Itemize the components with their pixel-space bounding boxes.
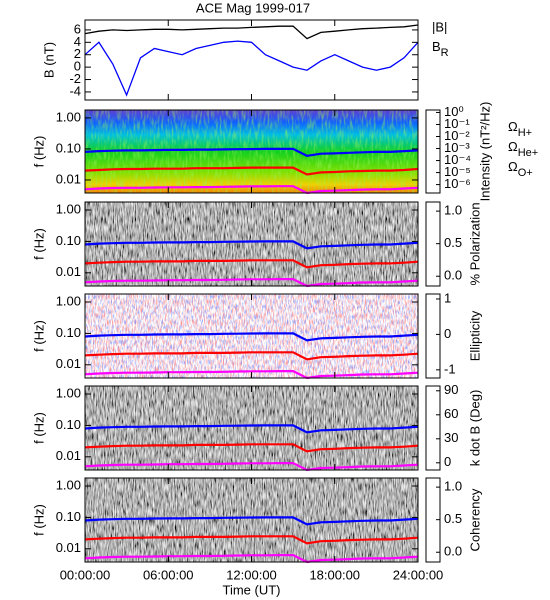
y-tick-label: 0.01: [56, 356, 81, 371]
colorbar-tick-label: 10⁻⁴: [444, 152, 471, 167]
colorbar-tick-label: 0.5: [444, 235, 462, 250]
colorbar-label: Coherency: [467, 488, 482, 551]
y-tick-label: 0.10: [56, 233, 81, 248]
colorbar-tick-label: 0: [444, 454, 451, 469]
legend-entry: BR: [432, 39, 449, 58]
legend-entry: ΩH+: [508, 119, 532, 138]
legend-entry: |B|: [432, 19, 447, 34]
y-tick-label: 1.00: [56, 385, 81, 400]
gyrofrequency-line: [84, 166, 419, 176]
y-tick-label: 0.10: [56, 140, 81, 155]
y-axis-label: f (Hz): [31, 320, 46, 352]
y-tick-label: -2: [69, 71, 81, 86]
x-tick-label: 24:00:00: [393, 567, 444, 582]
y-tick-label: 0.10: [56, 509, 81, 524]
x-tick-label: 06:00:00: [143, 567, 194, 582]
gyrofrequency-line: [84, 516, 419, 526]
y-tick-label: 4: [74, 34, 81, 49]
colorbar-tick-label: 1: [444, 290, 451, 305]
gyrofrequency-line: [84, 147, 419, 157]
y-tick-label: 1.00: [56, 109, 81, 124]
colorbar: [425, 385, 441, 471]
gyrofrequency-line: [84, 332, 419, 342]
colorbar: [425, 293, 441, 379]
gyrofrequency-line: [84, 185, 419, 195]
gyrofrequency-line: [84, 240, 419, 250]
y-tick-label: 6: [74, 21, 81, 36]
colorbar-label: k dot B (Deg): [467, 390, 482, 467]
colorbar-tick-label: 1.0: [444, 203, 462, 218]
colorbar-tick-label: 30: [444, 430, 458, 445]
colorbar-tick-label: 0.0: [444, 268, 462, 283]
x-tick-label: 12:00:00: [226, 567, 277, 582]
legend-entry: ΩHe+: [508, 139, 538, 158]
chart-title: ACE Mag 1999-017: [196, 0, 310, 15]
gyrofrequency-line: [84, 554, 419, 564]
colorbar-tick-label: 0: [444, 326, 451, 341]
colorbar-tick-label: 10⁻¹: [444, 116, 470, 131]
colorbar-label: % Polarization: [467, 202, 482, 285]
colorbar-tick-label: 10⁻³: [444, 140, 470, 155]
y-axis-label: f (Hz): [31, 136, 46, 168]
colorbar: [425, 109, 441, 194]
colorbar-label: Ellipticity: [467, 310, 482, 361]
colorbar-tick-label: 0.5: [444, 511, 462, 526]
y-axis-label: B (nT): [41, 42, 56, 78]
y-axis-label: f (Hz): [31, 228, 46, 260]
colorbar-tick-label: 10⁰: [444, 104, 464, 119]
y-tick-label: 0.10: [56, 325, 81, 340]
x-axis-label: Time (UT): [222, 582, 280, 597]
y-tick-label: -4: [69, 83, 81, 98]
colorbar-tick-label: 10⁻⁵: [444, 164, 471, 179]
x-tick-label: 00:00:00: [60, 567, 111, 582]
y-axis-label: f (Hz): [31, 412, 46, 444]
colorbar-tick-label: 60: [444, 406, 458, 421]
y-tick-label: 0: [74, 59, 81, 74]
y-tick-label: 0.01: [56, 540, 81, 555]
colorbar-tick-label: 10⁻²: [444, 128, 470, 143]
gyrofrequency-line: [84, 351, 419, 361]
gyrofrequency-line: [84, 424, 419, 434]
line: [84, 40, 419, 97]
colorbar-tick-label: 0.0: [444, 544, 462, 559]
y-tick-label: 1.00: [56, 201, 81, 216]
colorbar-tick-label: 10⁻⁶: [444, 176, 471, 191]
y-tick-label: 0.01: [56, 264, 81, 279]
y-tick-label: 1.00: [56, 293, 81, 308]
gyrofrequency-line: [84, 278, 419, 288]
colorbar-tick-label: -1: [444, 361, 456, 376]
x-tick-label: 18:00:00: [309, 567, 360, 582]
gyrofrequency-line: [84, 462, 419, 472]
gyrofrequency-line: [84, 370, 419, 380]
colorbar-tick-label: 1.0: [444, 479, 462, 494]
y-tick-label: 0.01: [56, 448, 81, 463]
gyrofrequency-line: [84, 259, 419, 269]
gyrofrequency-line: [84, 535, 419, 545]
legend-entry: ΩO+: [508, 159, 533, 178]
line: [84, 24, 419, 40]
y-tick-label: 2: [74, 46, 81, 61]
y-tick-label: 1.00: [56, 477, 81, 492]
y-tick-label: 0.01: [56, 171, 81, 186]
colorbar-label: Intensity (nT²/Hz): [477, 102, 492, 202]
y-axis-label: f (Hz): [31, 504, 46, 536]
colorbar-tick-label: 90: [444, 382, 458, 397]
y-tick-label: 0.10: [56, 417, 81, 432]
gyrofrequency-line: [84, 443, 419, 453]
plot-frame: [84, 19, 419, 101]
